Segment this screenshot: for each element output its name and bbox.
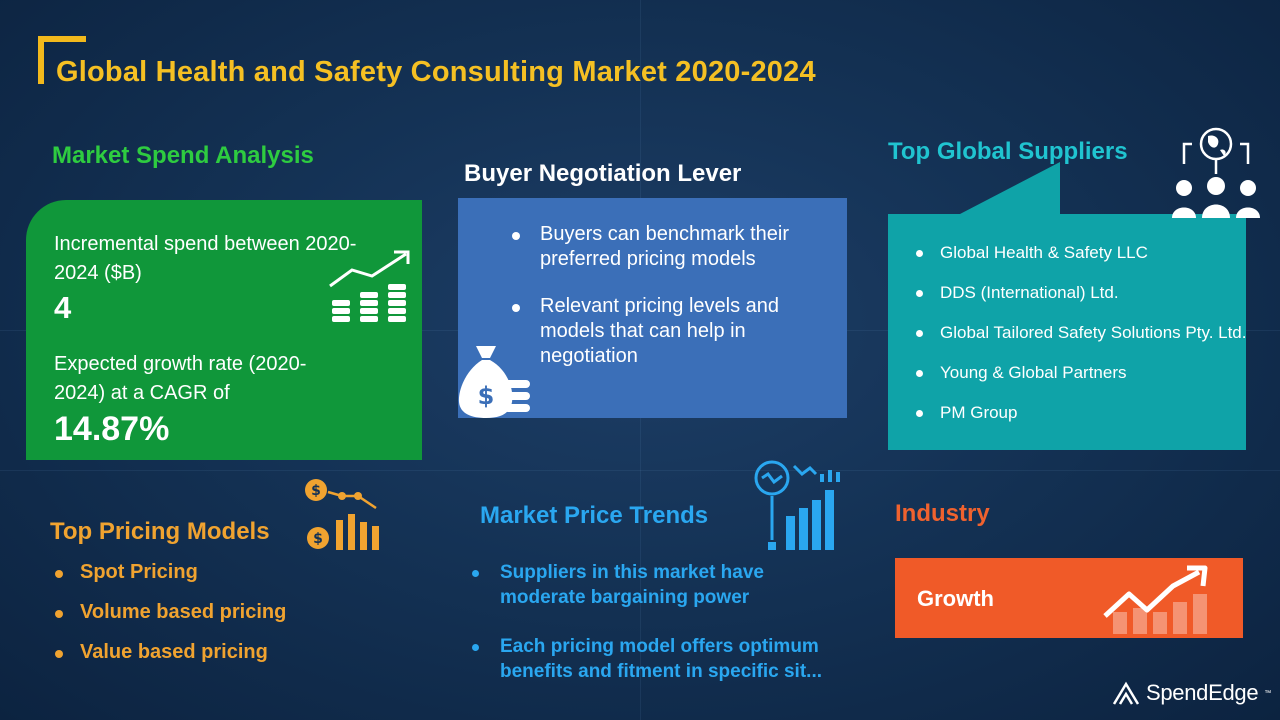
list-item: Value based pricing	[54, 640, 286, 665]
market-spend-heading: Market Spend Analysis	[52, 142, 314, 169]
pricing-models-list: Spot Pricing Volume based pricing Value …	[54, 560, 287, 680]
list-item: Relevant pricing levels and models that …	[512, 294, 830, 369]
money-bag-icon: $	[458, 346, 530, 418]
list-item: Global Tailored Safety Solutions Pty. Lt…	[916, 322, 1280, 344]
list-item: Spot Pricing	[54, 560, 286, 585]
negotiation-list: Buyers can benchmark their preferred pri…	[512, 222, 830, 391]
price-trends-list: Suppliers in this market have moderate b…	[472, 560, 840, 708]
list-item: Young & Global Partners	[916, 362, 1280, 384]
price-trends-heading: Market Price Trends	[480, 502, 709, 529]
pricing-models-heading: Top Pricing Models	[50, 518, 270, 545]
negotiation-heading: Buyer Negotiation Lever	[464, 160, 742, 187]
list-item: Suppliers in this market have moderate b…	[472, 560, 840, 610]
list-item: Volume based pricing	[54, 601, 287, 623]
growth-arrow-icon	[1103, 565, 1208, 634]
incremental-spend-value: 4	[54, 290, 72, 325]
suppliers-list: Global Health & Safety LLC DDS (Internat…	[916, 242, 1280, 442]
suppliers-heading: Top Global Suppliers	[888, 138, 1128, 165]
svg-text:$: $	[311, 483, 321, 499]
brand-logo: SpendEdge ™	[1112, 680, 1271, 706]
list-item: Buyers can benchmark their preferred pri…	[512, 222, 830, 272]
industry-panel: Growth	[895, 558, 1243, 638]
list-item: Global Health & Safety LLC	[916, 242, 1280, 264]
trend-analysis-icon	[754, 460, 840, 550]
spendedge-logo-icon	[1112, 681, 1140, 705]
growth-rate-value: 14.87%	[54, 410, 170, 448]
industry-status: Growth	[917, 586, 994, 611]
money-growth-icon	[329, 250, 410, 322]
page-title: Global Health and Safety Consulting Mark…	[56, 56, 816, 88]
incremental-spend-label: Incremental spend between 2020-2024 ($B)	[54, 233, 357, 284]
svg-text:$: $	[478, 382, 495, 410]
market-spend-panel: Incremental spend between 2020-2024 ($B)…	[26, 200, 422, 460]
brand-trademark: ™	[1264, 689, 1272, 697]
suppliers-panel	[888, 214, 1246, 450]
brand-name: SpendEdge	[1146, 680, 1259, 705]
svg-text:$: $	[313, 531, 323, 547]
pricing-chart-icon: $ $	[305, 479, 379, 550]
background-line	[0, 470, 1280, 471]
list-item: Each pricing model offers optimum benefi…	[472, 634, 840, 684]
list-item: DDS (International) Ltd.	[916, 282, 1280, 304]
global-network-icon	[1172, 127, 1260, 218]
title-corner-bracket	[38, 36, 86, 84]
list-item: PM Group	[916, 402, 1280, 424]
suppliers-callout-tail	[940, 162, 1060, 214]
industry-heading: Industry	[895, 500, 990, 527]
growth-rate-label: Expected growth rate (2020-2024) at a CA…	[54, 353, 307, 404]
